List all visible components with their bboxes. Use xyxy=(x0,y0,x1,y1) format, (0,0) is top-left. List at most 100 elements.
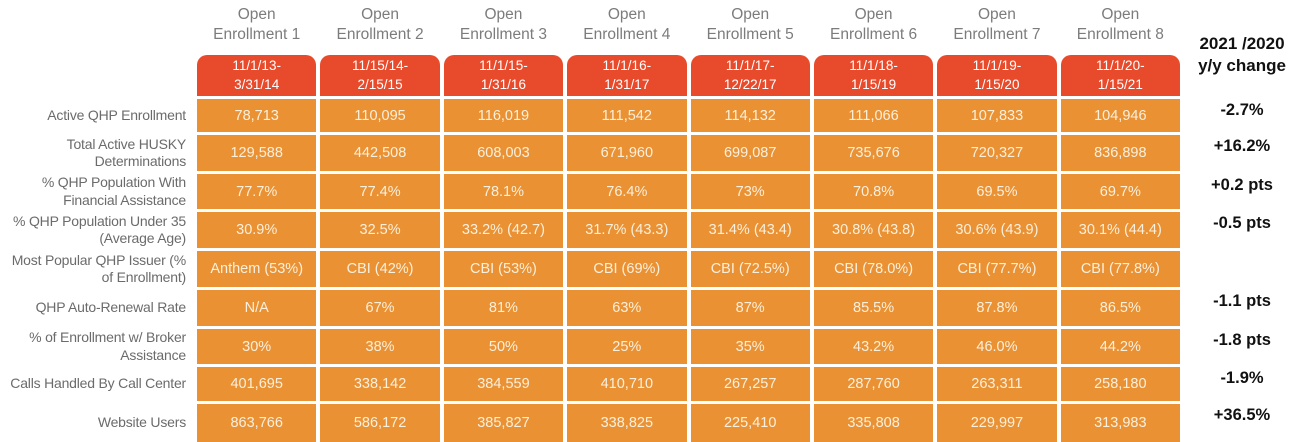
table-cell: 586,172 xyxy=(320,404,440,442)
table-cell: 735,676 xyxy=(813,135,934,171)
table-cell: 69.5% xyxy=(937,174,1057,209)
table-cell: 81% xyxy=(443,290,564,326)
column-header-line: Open xyxy=(731,6,770,23)
row-label-financial-assistance: % QHP Population With Financial Assistan… xyxy=(41,174,186,208)
table-cell: Anthem (53%) xyxy=(197,251,317,287)
row-label-most-popular-issuer: Most Popular QHP Issuer (% of Enrollment… xyxy=(11,251,186,286)
column-header-line: Enrollment 8 xyxy=(1076,25,1164,43)
column-header-oe7: Open Enrollment 7 xyxy=(937,0,1056,52)
yoy-change-value: +0.2 pts xyxy=(1211,176,1273,194)
date-range-line: 1/15/20 xyxy=(974,76,1020,92)
date-range-line: 11/1/19- xyxy=(972,58,1022,74)
table-cell: 129,588 xyxy=(197,135,317,171)
table-cell: 313,983 xyxy=(1060,404,1180,442)
table-cell: 30.6% (43.9) xyxy=(937,212,1057,248)
date-range-oe7: 11/1/19- 1/15/20 xyxy=(937,55,1057,96)
table-cell: 31.7% (43.3) xyxy=(567,212,687,248)
table-cell: CBI (77.7%) xyxy=(937,251,1057,287)
table-cell: CBI (69%) xyxy=(567,251,687,287)
column-header-line: Open xyxy=(1101,6,1140,23)
date-range-oe4: 11/1/16- 1/31/17 xyxy=(567,55,687,96)
table-cell: 229,997 xyxy=(937,404,1057,442)
column-header-line: Open xyxy=(361,6,400,23)
column-header-oe2: Open Enrollment 2 xyxy=(320,0,439,52)
date-range-oe2: 11/15/14- 2/15/15 xyxy=(320,55,440,96)
table-cell: N/A xyxy=(197,290,317,326)
table-cell: 78,713 xyxy=(197,99,317,132)
table-cell: 50% xyxy=(443,329,564,364)
table-cell: 720,327 xyxy=(937,135,1057,171)
table-cell: 67% xyxy=(320,290,440,326)
yoy-change-value: -0.5 pts xyxy=(1213,214,1271,232)
date-range-line: 1/15/21 xyxy=(1097,76,1143,92)
table-cell: CBI (78.0%) xyxy=(813,251,934,287)
row-label-broker-assistance: % of Enrollment w/ Broker Assistance xyxy=(29,329,186,363)
table-cell: 76.4% xyxy=(567,174,687,209)
date-range-line: 11/1/13- xyxy=(232,58,281,74)
column-header-line: Enrollment 2 xyxy=(336,25,424,43)
column-header-line: Open xyxy=(977,6,1016,23)
table-cell: 43.2% xyxy=(813,329,934,364)
row-label-calls-handled: Calls Handled By Call Center xyxy=(10,375,186,392)
table-cell: 258,180 xyxy=(1060,367,1180,401)
table-cell: 107,833 xyxy=(937,99,1057,132)
table-cell: CBI (53%) xyxy=(443,251,564,287)
table-cell: 46.0% xyxy=(937,329,1057,364)
table-cell: 110,095 xyxy=(320,99,440,132)
yoy-change-value: +16.2% xyxy=(1213,137,1271,155)
table-cell: 267,257 xyxy=(690,367,810,401)
column-header-line: Open xyxy=(607,6,646,23)
date-range-line: 1/15/19 xyxy=(851,76,897,92)
table-cell: 78.1% xyxy=(443,174,564,209)
table-cell: 699,087 xyxy=(690,135,810,171)
table-cell: 44.2% xyxy=(1060,329,1180,364)
corner-spacer xyxy=(0,0,193,52)
column-header-oe6: Open Enrollment 6 xyxy=(814,0,933,52)
table-cell: 104,946 xyxy=(1060,99,1180,132)
column-header-line: Enrollment 5 xyxy=(706,25,794,43)
table-cell: 70.8% xyxy=(813,174,934,209)
date-range-line: 2/15/15 xyxy=(357,76,403,92)
table-cell: 87.8% xyxy=(937,290,1057,326)
table-cell: 442,508 xyxy=(320,135,440,171)
date-range-line: 11/1/16- xyxy=(602,58,652,74)
table-cell: 73% xyxy=(690,174,810,209)
date-range-line: 1/31/17 xyxy=(604,76,650,92)
table-cell: 111,542 xyxy=(567,99,687,132)
date-range-line: 12/22/17 xyxy=(723,76,777,92)
column-header-line: Enrollment 6 xyxy=(830,25,918,43)
date-range-oe6: 11/1/18- 1/15/19 xyxy=(813,55,934,96)
column-header-line: Open xyxy=(484,6,523,23)
table-cell: 385,827 xyxy=(443,404,564,442)
row-label-auto-renewal-rate: QHP Auto-Renewal Rate xyxy=(35,299,187,316)
column-header-line: Enrollment 4 xyxy=(583,25,671,43)
table-cell: 116,019 xyxy=(443,99,564,132)
table-cell: 111,066 xyxy=(813,99,934,132)
table-cell: 863,766 xyxy=(197,404,317,442)
table-cell: CBI (42%) xyxy=(320,251,440,287)
column-header-line: Open xyxy=(854,6,893,23)
table-cell: 836,898 xyxy=(1060,135,1180,171)
yoy-change-value: -1.1 pts xyxy=(1213,292,1271,310)
label-column-spacer xyxy=(0,55,193,96)
table-cell: 31.4% (43.4) xyxy=(690,212,810,248)
column-header-oe8: Open Enrollment 8 xyxy=(1061,0,1180,52)
column-header-oe4: Open Enrollment 4 xyxy=(567,0,686,52)
yoy-change-header-line: y/y change xyxy=(1198,56,1286,75)
table-cell: 287,760 xyxy=(813,367,934,401)
column-header-line: Enrollment 7 xyxy=(953,25,1041,43)
table-cell: 384,559 xyxy=(443,367,564,401)
table-cell: CBI (72.5%) xyxy=(690,251,810,287)
date-range-line: 3/31/14 xyxy=(234,76,280,92)
table-cell: 87% xyxy=(690,290,810,326)
date-range-oe1: 11/1/13- 3/31/14 xyxy=(197,55,317,96)
table-cell: 33.2% (42.7) xyxy=(443,212,564,248)
column-header-line: Open xyxy=(237,6,276,23)
date-range-line: 11/15/14- xyxy=(352,58,409,74)
date-range-line: 1/31/16 xyxy=(480,76,526,92)
column-header-line: Enrollment 3 xyxy=(459,25,547,43)
table-cell: 114,132 xyxy=(690,99,810,132)
table-cell: 338,825 xyxy=(567,404,687,442)
date-range-line: 11/1/17- xyxy=(725,58,775,74)
